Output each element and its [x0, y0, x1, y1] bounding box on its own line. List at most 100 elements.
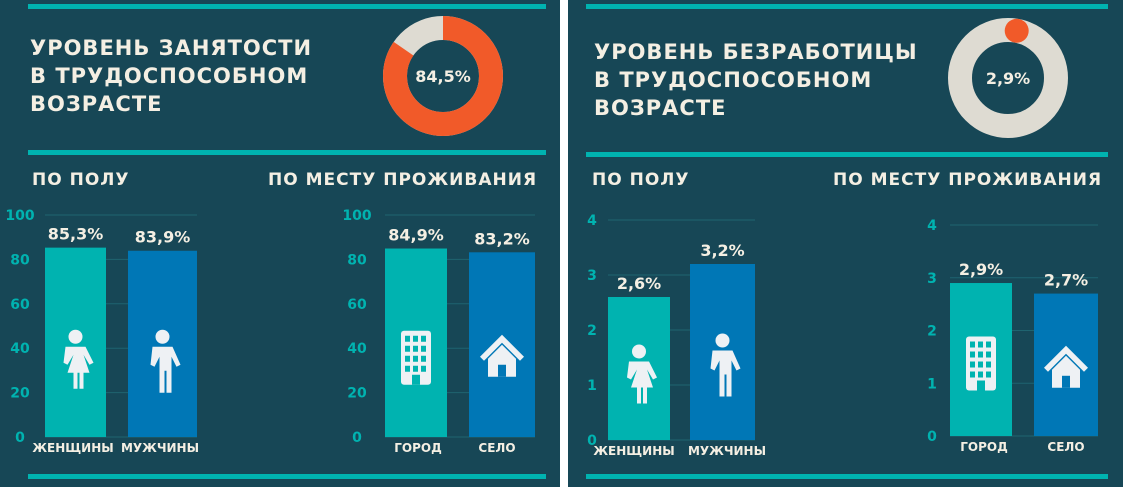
body	[627, 361, 657, 404]
category-label: ЖЕНЩИНЫ	[593, 444, 674, 458]
window	[986, 361, 991, 368]
by-residence-heading: ПО МЕСТУ ПРОЖИВАНИЯ	[268, 170, 538, 190]
house-icon	[1044, 345, 1088, 388]
y-tick-label: 0	[587, 433, 597, 449]
bar-value-label: 2,7%	[1044, 271, 1088, 290]
donut-value-label: 2,9%	[986, 69, 1030, 88]
y-tick-label: 20	[347, 386, 367, 402]
bar-value-label: 2,6%	[617, 274, 661, 293]
door	[1062, 375, 1070, 388]
bar-value-label: 2,9%	[959, 260, 1003, 279]
y-tick-label: 100	[5, 208, 34, 224]
y-tick-label: 4	[587, 213, 597, 229]
y-tick-label: 4	[927, 218, 937, 234]
y-tick-label: 3	[587, 268, 597, 284]
donut-fill	[1004, 18, 1029, 43]
window	[413, 365, 418, 372]
bar	[128, 250, 197, 437]
building-icon	[966, 336, 996, 391]
y-tick-label: 100	[342, 208, 371, 224]
category-label: СЕЛО	[478, 441, 515, 455]
head	[155, 329, 170, 344]
donut-fill	[383, 16, 503, 136]
door	[977, 380, 985, 391]
unemployment-title: УРОВЕНЬ БЕЗРАБОТИЦЫ В ТРУДОСПОСОБНОМ ВОЗ…	[594, 38, 918, 122]
window	[978, 371, 983, 378]
window	[970, 371, 975, 378]
bar-value-label: 3,2%	[700, 241, 744, 260]
male-icon	[150, 329, 181, 393]
y-tick-label: 60	[10, 297, 30, 313]
female-icon	[63, 329, 94, 389]
y-tick-label: 2	[927, 324, 937, 340]
window	[413, 345, 418, 352]
body	[710, 350, 741, 397]
y-tick-label: 0	[927, 429, 937, 445]
body	[63, 346, 94, 389]
y-tick-label: 60	[347, 297, 367, 313]
window	[421, 345, 426, 352]
building-icon	[401, 330, 431, 385]
y-tick-label: 3	[927, 271, 937, 287]
window	[405, 365, 410, 372]
walls	[488, 344, 516, 377]
y-tick-label: 0	[15, 430, 25, 446]
female-icon	[627, 344, 657, 404]
y-tick-label: 40	[347, 341, 367, 357]
window	[970, 361, 975, 368]
head	[715, 333, 730, 348]
divider	[586, 474, 1108, 479]
category-label: ГОРОД	[394, 441, 442, 455]
title-line: УРОВЕНЬ ЗАНЯТОСТИ	[30, 36, 313, 60]
window	[405, 345, 410, 352]
category-label: МУЖЧИНЫ	[121, 441, 199, 455]
divider	[586, 4, 1108, 9]
y-tick-label: 1	[587, 378, 597, 394]
window	[986, 371, 991, 378]
window	[978, 361, 983, 368]
category-label: СЕЛО	[1047, 440, 1084, 454]
divider	[28, 4, 546, 9]
window	[978, 341, 983, 348]
window	[405, 335, 410, 342]
y-tick-label: 1	[927, 376, 937, 392]
title-line: ВОЗРАСТЕ	[594, 96, 727, 120]
by-sex-heading: ПО ПОЛУ	[592, 170, 690, 190]
by-sex-heading: ПО ПОЛУ	[32, 170, 130, 190]
window	[421, 365, 426, 372]
bar-value-label: 85,3%	[48, 225, 104, 244]
window	[413, 355, 418, 362]
category-label: ГОРОД	[960, 440, 1008, 454]
window	[405, 355, 410, 362]
male-icon	[710, 333, 741, 397]
window	[413, 335, 418, 342]
head	[68, 329, 83, 344]
donut-value-label: 84,5%	[415, 67, 471, 86]
head	[632, 344, 646, 359]
category-label: МУЖЧИНЫ	[688, 444, 766, 458]
body	[150, 346, 181, 393]
window	[978, 351, 983, 358]
window	[970, 351, 975, 358]
y-tick-label: 0	[352, 430, 362, 446]
y-tick-label: 20	[10, 386, 30, 402]
y-tick-label: 80	[347, 252, 367, 268]
title-line: В ТРУДОСПОСОБНОМ	[594, 68, 873, 92]
walls	[1052, 355, 1080, 388]
by-residence-heading: ПО МЕСТУ ПРОЖИВАНИЯ	[833, 170, 1103, 190]
title-line: ВОЗРАСТЕ	[30, 92, 163, 116]
divider	[28, 150, 546, 155]
window	[421, 355, 426, 362]
title-line: В ТРУДОСПОСОБНОМ	[30, 64, 309, 88]
y-tick-label: 2	[587, 323, 597, 339]
title-line: УРОВЕНЬ БЕЗРАБОТИЦЫ	[594, 40, 918, 64]
bar-value-label: 83,9%	[135, 228, 191, 247]
divider	[28, 474, 546, 479]
roof	[1044, 345, 1088, 372]
door	[498, 364, 506, 377]
window	[986, 351, 991, 358]
house-icon	[480, 334, 524, 377]
y-tick-label: 80	[10, 252, 30, 268]
employment-title: УРОВЕНЬ ЗАНЯТОСТИ В ТРУДОСПОСОБНОМ ВОЗРА…	[30, 34, 312, 118]
